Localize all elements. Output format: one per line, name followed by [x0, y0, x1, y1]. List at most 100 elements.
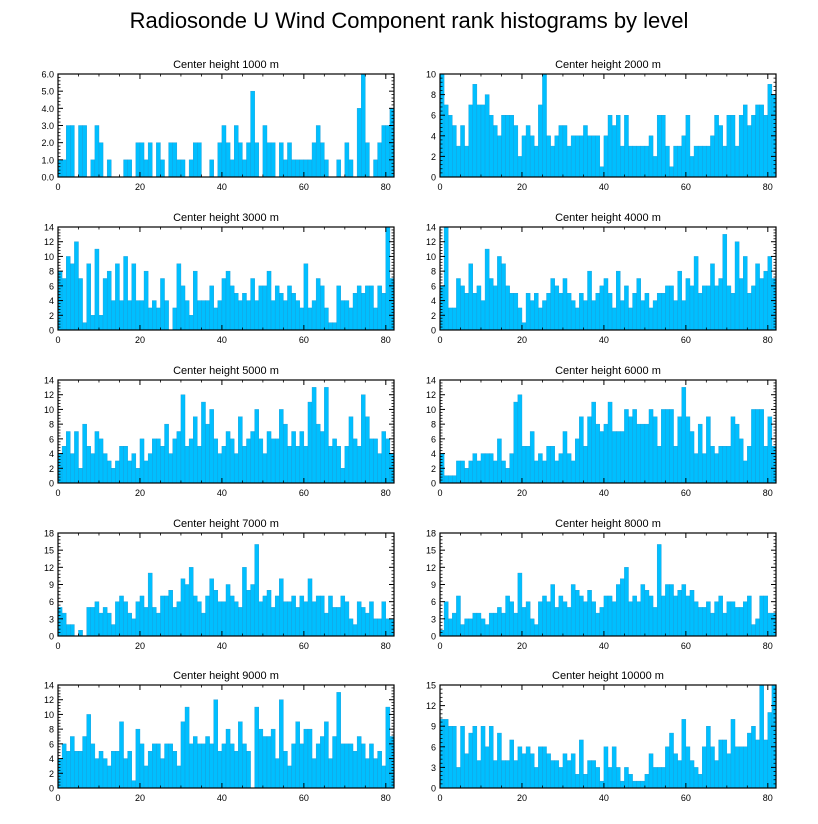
histogram-bar	[242, 446, 247, 484]
y-tick-label: 14	[426, 376, 436, 386]
histogram-bar	[90, 159, 96, 178]
histogram-bar	[324, 387, 329, 484]
histogram-bar	[98, 142, 104, 178]
histogram-bar	[229, 595, 235, 637]
y-tick-label: 0	[431, 632, 436, 642]
histogram-bar	[677, 270, 682, 331]
histogram-bar	[135, 468, 141, 484]
histogram-bar	[328, 758, 333, 789]
histogram-bar	[759, 595, 764, 637]
histogram-bar	[213, 307, 219, 331]
histogram-bar	[722, 446, 728, 484]
histogram-bar	[139, 438, 145, 484]
histogram-bar	[665, 584, 670, 637]
y-tick-label: 18	[44, 529, 54, 539]
histogram-bar	[57, 159, 63, 178]
histogram-bar	[242, 293, 247, 331]
histogram-bar	[303, 446, 309, 484]
histogram-bar	[152, 607, 157, 637]
histogram-bar	[340, 468, 346, 484]
histogram-bar	[176, 159, 182, 178]
plot-frame	[57, 684, 395, 789]
histogram-bar	[221, 446, 227, 484]
histogram-bar	[722, 739, 728, 789]
histogram-bar	[706, 416, 711, 484]
y-tick-label: 9	[49, 580, 54, 590]
histogram-bar	[611, 746, 617, 789]
histogram-bar	[340, 743, 346, 789]
histogram-bar	[447, 114, 453, 178]
histogram-bar	[579, 416, 584, 484]
histogram-bar	[303, 159, 309, 178]
histogram-bar	[693, 256, 699, 331]
x-tick-label: 20	[135, 488, 145, 498]
histogram-bar	[295, 607, 300, 637]
histogram-bar	[468, 104, 473, 178]
histogram-bar	[697, 145, 703, 178]
histogram-bar	[246, 751, 251, 789]
histogram-bar	[447, 475, 453, 484]
histogram-bar	[266, 142, 272, 178]
histogram-bar	[661, 114, 666, 178]
histogram-bar	[677, 590, 682, 637]
y-tick-label: 6.0	[41, 70, 54, 80]
histogram-bar	[591, 401, 596, 484]
histogram-bar	[311, 601, 317, 637]
histogram-bar	[636, 278, 641, 331]
histogram-bar	[205, 595, 210, 637]
histogram-bar	[209, 578, 214, 637]
histogram-bar	[693, 453, 699, 484]
histogram-bar	[661, 409, 666, 484]
histogram-bar	[505, 595, 510, 637]
histogram-bar	[644, 774, 650, 789]
panel-subtitle: Center height 3000 m	[173, 212, 279, 224]
y-tick-label: 4	[49, 754, 54, 764]
histogram-bar	[558, 767, 564, 789]
histogram-bar	[456, 460, 461, 484]
histogram-bar	[513, 612, 519, 637]
x-tick-label: 40	[217, 335, 227, 345]
x-tick-label: 20	[135, 335, 145, 345]
histogram-bar	[452, 307, 457, 331]
histogram-bar	[291, 595, 296, 637]
histogram-bar	[579, 135, 584, 178]
histogram-bar	[607, 293, 613, 331]
histogram-bar	[673, 753, 678, 789]
histogram-bar	[94, 758, 100, 789]
y-tick-label: 14	[44, 376, 54, 386]
histogram-bar	[669, 732, 674, 789]
histogram-bar	[250, 278, 255, 331]
histogram-bar	[82, 322, 87, 331]
histogram-bar	[193, 736, 198, 789]
histogram-bar	[611, 601, 617, 637]
y-tick-label: 2	[431, 152, 436, 162]
histogram-bar	[587, 135, 592, 178]
histogram-bar	[381, 601, 387, 637]
histogram-bar	[82, 125, 87, 178]
histogram-bar	[369, 601, 374, 637]
histogram-bar	[755, 618, 760, 637]
histogram-bar	[640, 423, 646, 484]
y-tick-label: 14	[426, 223, 436, 233]
histogram-bar	[476, 104, 482, 178]
histogram-bar	[743, 256, 748, 331]
histogram-bar	[311, 300, 317, 331]
histogram-bar	[640, 145, 646, 178]
histogram-bar	[377, 751, 382, 789]
histogram-bar	[726, 601, 732, 637]
histogram-bar	[525, 601, 531, 637]
y-tick-label: 15	[426, 681, 436, 691]
histogram-bar	[135, 142, 141, 178]
histogram-bar	[542, 460, 547, 484]
histogram-bar	[673, 595, 678, 637]
histogram-bar	[250, 584, 255, 637]
histogram-bar	[599, 780, 605, 789]
x-tick-label: 20	[135, 182, 145, 192]
x-tick-label: 80	[763, 335, 773, 345]
histogram-bar	[443, 226, 449, 331]
histogram-bar	[468, 618, 473, 637]
histogram-bar	[180, 578, 186, 637]
histogram-bar	[718, 125, 723, 178]
histogram-bar	[156, 612, 161, 637]
histogram-bar	[242, 743, 247, 789]
